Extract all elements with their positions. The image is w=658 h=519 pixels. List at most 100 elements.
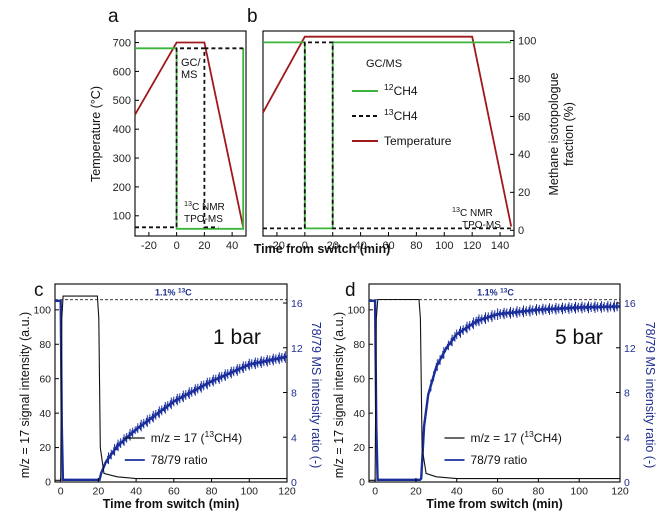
text-span: CH4	[394, 109, 418, 123]
panel-b-legend-label-0: 12CH4	[384, 82, 418, 98]
panel-b-x-tick-label: 120	[463, 240, 481, 252]
panel-a-annotation-nmr: 13C NMR	[184, 199, 225, 214]
text-span: 1.1%	[155, 288, 178, 298]
text-span: 1.1%	[477, 288, 500, 298]
panel-d-y2-tick-label: 8	[624, 388, 630, 400]
text-span: 13	[204, 429, 214, 439]
panel-d-legend-label-ratio: 78/79 ratio	[471, 453, 528, 467]
panel-d-y-tick-label: 60	[353, 373, 365, 385]
panel-b-annotation-tpo: TPO-MS	[462, 220, 501, 231]
text-span: CH4	[394, 84, 418, 98]
text-span: C	[507, 288, 514, 298]
panel-a-y-tick-label: 700	[113, 37, 131, 49]
panel-c-y-tick-label: 80	[39, 339, 51, 351]
panel-b-annotation-nmr: 13C NMR	[452, 205, 493, 220]
text-span: m/z	[151, 431, 170, 445]
panel-a-annotation-gcms-1: GC/	[181, 57, 202, 69]
panel-d-y-tick-label: 100	[347, 305, 365, 317]
panel-b-x-tick-label: 140	[491, 240, 509, 252]
panel-c-y-tick-label: 0	[45, 477, 51, 489]
text-span: )	[558, 431, 562, 445]
panel-b-x-tick-label: 20	[327, 240, 339, 252]
panel-d-pressure-label: 5 bar	[555, 326, 603, 349]
panel-b-x-tick-label: 0	[302, 240, 308, 252]
panel-b-series-13ch4	[263, 41, 512, 230]
panel-d-reference-label: 1.1% 13C	[477, 287, 514, 298]
panel-d-plot-frame	[368, 283, 621, 483]
text-span: = 17 (	[490, 431, 524, 445]
panel-b-y2-tick-label: 20	[518, 187, 530, 199]
panel-d-x-tick-label: 120	[611, 486, 629, 498]
panel-c-y2-tick-label: 8	[291, 388, 297, 400]
panel-a-annotation-gcms-2: MS	[181, 69, 198, 81]
panel-b-ylabel-2: fraction (%)	[562, 102, 576, 166]
panel-b-x-tick-label: 40	[354, 240, 366, 252]
panel-a-x-tick-label: 40	[226, 240, 238, 252]
panel-d-y-tick-label: 0	[359, 477, 365, 489]
panel-c-letter: c	[34, 280, 44, 301]
panel-d-y-tick-label: 20	[353, 442, 365, 454]
panel-c-reference-label: 1.1% 13C	[155, 287, 192, 298]
panel-c-x-tick-label: 100	[241, 486, 259, 498]
panel-b-series-12ch4	[263, 41, 512, 230]
text-span: )	[238, 431, 242, 445]
text-span: C	[185, 288, 192, 298]
text-span: 12	[384, 82, 394, 92]
panel-d-x-tick-label: 0	[372, 486, 378, 498]
panel-c-y2-tick-label: 12	[291, 343, 303, 355]
panel-d-ylabel: m/z = 17 signal intensity (a.u.)	[332, 312, 346, 478]
text-span: 13	[452, 205, 460, 214]
panel-b-legend-label-1: 13CH4	[384, 107, 418, 123]
panel-d-letter: d	[345, 280, 356, 301]
panel-d-y-tick-label: 40	[353, 408, 365, 420]
text-span: CH	[534, 431, 551, 445]
text-span: 13	[384, 107, 394, 117]
panel-a-series-13ch4	[135, 47, 219, 229]
panel-d-y2-tick-label: 12	[624, 343, 636, 355]
panel-c-y-tick-label: 100	[33, 305, 51, 317]
panel-b-letter: b	[247, 6, 258, 27]
panel-c-xlabel: Time from switch (min)	[103, 497, 240, 511]
text-span: m/z	[471, 431, 490, 445]
panel-c-y2-tick-label: 0	[291, 477, 297, 489]
panel-a-y-tick-label: 100	[113, 211, 131, 223]
panel-b-legend-label-2: Temperature	[384, 134, 452, 148]
panel-a-x-tick-label: -20	[141, 240, 157, 252]
panel-d-y-tick-label: 80	[353, 339, 365, 351]
panel-a-series-12ch4	[135, 47, 245, 230]
text-span: C NMR	[460, 208, 493, 219]
panel-c-y-tick-label: 40	[39, 408, 51, 420]
text-span: 13	[524, 429, 534, 439]
panel-d-legend-label-signal: m/z = 17 (13CH4)	[471, 429, 562, 445]
text-span: 4	[551, 431, 558, 445]
panel-c-legend-label-signal: m/z = 17 (13CH4)	[151, 429, 242, 445]
panel-a-x-tick-label: 20	[198, 240, 210, 252]
panel-c-ylabel: m/z = 17 signal intensity (a.u.)	[18, 312, 32, 478]
panel-c-y2-tick-label: 4	[291, 432, 297, 444]
panel-c-x-tick-label: 40	[130, 486, 142, 498]
panel-b-ylabel-1: Methane isotopologue	[547, 72, 561, 195]
panel-b-y2-tick-label: 60	[518, 111, 530, 123]
panel-b-annotation-gcms: GC/MS	[366, 58, 402, 70]
panel-c-x-tick-label: 120	[278, 486, 296, 498]
panel-b-x-tick-label: 80	[410, 240, 422, 252]
panel-b-y2-tick-label: 40	[518, 149, 530, 161]
panel-c-y2-tick-label: 16	[291, 298, 303, 310]
panel-c-y-tick-label: 20	[39, 442, 51, 454]
panel-c-y-tick-label: 60	[39, 373, 51, 385]
panel-c-series-ratio-noise	[105, 351, 287, 465]
panel-b-y2-tick-label: 100	[518, 35, 536, 47]
panel-c-x-tick-label: 80	[206, 486, 218, 498]
panel-c-plot-frame	[54, 283, 288, 483]
panel-c-x-tick-label: 20	[93, 486, 105, 498]
panel-d-series-ratio-noise	[423, 300, 620, 429]
panel-a-annotation-tpo: TPO-MS	[184, 214, 223, 225]
panel-c-x-tick-label: 0	[58, 486, 64, 498]
panel-d-x-tick-label: 80	[533, 486, 545, 498]
panel-c-pressure-label: 1 bar	[213, 326, 261, 349]
panel-a-y-tick-label: 400	[113, 124, 131, 136]
text-span: = 17 (	[170, 431, 204, 445]
panel-ab-xlabel: Time from switch (min)	[254, 242, 391, 256]
text-span: CH	[214, 431, 231, 445]
